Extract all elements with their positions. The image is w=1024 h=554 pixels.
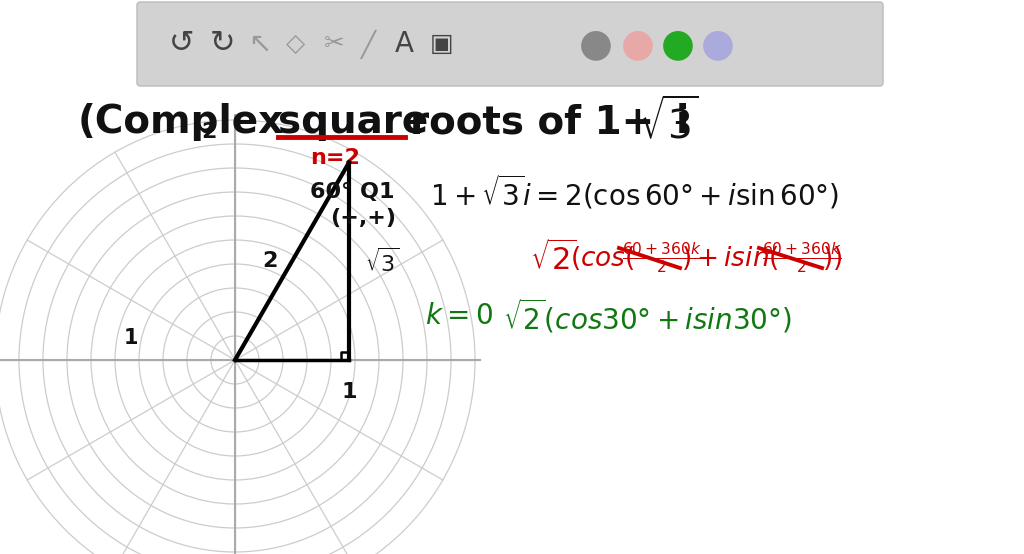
Text: $1+\sqrt{3}i = 2(\cos60°+i\sin60°)$: $1+\sqrt{3}i = 2(\cos60°+i\sin60°)$ xyxy=(430,173,839,211)
FancyBboxPatch shape xyxy=(137,2,883,86)
Text: $\frac{60+360k}{2}$: $\frac{60+360k}{2}$ xyxy=(622,240,702,275)
Text: n=2: n=2 xyxy=(310,148,359,168)
Text: A: A xyxy=(394,30,414,58)
Text: 1: 1 xyxy=(341,382,356,402)
Text: $\sqrt{3}$: $\sqrt{3}$ xyxy=(365,247,399,275)
Text: (+,+): (+,+) xyxy=(330,208,396,228)
Text: ●: ● xyxy=(579,25,613,63)
Text: ↻: ↻ xyxy=(209,29,234,59)
Text: $))$: $))$ xyxy=(822,244,843,272)
Text: ▣: ▣ xyxy=(430,32,454,56)
Text: square: square xyxy=(278,103,428,141)
Text: 2: 2 xyxy=(202,122,217,142)
Text: ✂: ✂ xyxy=(324,32,344,56)
Text: $\sqrt{2}(cos30°+isin30°)$: $\sqrt{2}(cos30°+isin30°)$ xyxy=(503,296,792,335)
Text: 1: 1 xyxy=(124,328,138,348)
Text: 60° Q1: 60° Q1 xyxy=(310,182,394,202)
Text: roots of 1+: roots of 1+ xyxy=(410,103,654,141)
Text: ╱: ╱ xyxy=(360,29,376,59)
Text: $\sqrt{3}$: $\sqrt{3}$ xyxy=(638,98,698,146)
Text: (Complex: (Complex xyxy=(78,103,285,141)
Text: $)+isin($: $)+isin($ xyxy=(681,244,779,272)
Text: 2: 2 xyxy=(262,252,278,271)
Text: $k=0$: $k=0$ xyxy=(425,302,493,330)
Text: ◇: ◇ xyxy=(287,32,305,56)
Text: i: i xyxy=(676,103,689,141)
Text: ●: ● xyxy=(662,25,695,63)
Text: ●: ● xyxy=(701,25,735,63)
Text: $\sqrt{2}$: $\sqrt{2}$ xyxy=(530,240,577,276)
Text: ●: ● xyxy=(622,25,655,63)
Text: $\frac{60+360k}{2}$: $\frac{60+360k}{2}$ xyxy=(762,240,842,275)
Text: $(cos($: $(cos($ xyxy=(570,244,635,272)
Text: ↺: ↺ xyxy=(169,29,195,59)
Text: ↖: ↖ xyxy=(249,30,271,58)
